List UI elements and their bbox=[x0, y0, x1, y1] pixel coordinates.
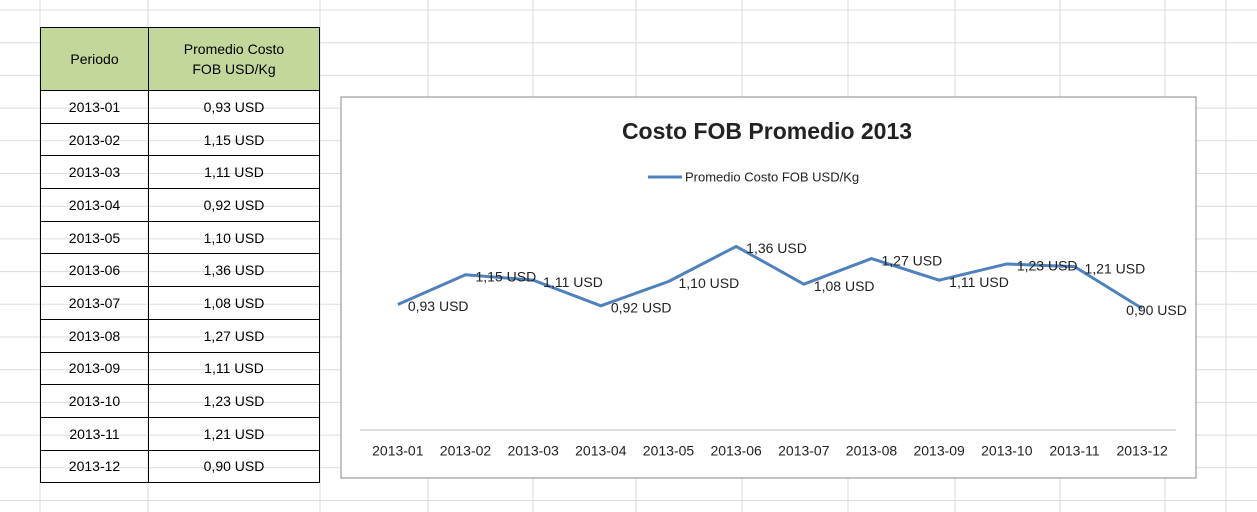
table-cell: 1,15 USD bbox=[148, 122, 320, 157]
data-label: 1,15 USD bbox=[476, 268, 537, 284]
x-tick-label: 2013-06 bbox=[710, 443, 762, 459]
data-line bbox=[397, 244, 1143, 310]
data-label: 1,08 USD bbox=[814, 278, 875, 294]
data-label: 0,93 USD bbox=[408, 298, 469, 314]
x-tick-label: 2013-12 bbox=[1116, 443, 1168, 459]
x-tick-label: 2013-08 bbox=[846, 443, 898, 459]
table-cell: 2013-05 bbox=[40, 220, 149, 255]
table-cell: 1,36 USD bbox=[148, 253, 320, 288]
data-label: 1,36 USD bbox=[746, 240, 807, 256]
data-table: Periodo Promedio Costo FOB USD/Kg 2013-0… bbox=[40, 27, 320, 484]
x-tick-label: 2013-11 bbox=[1049, 443, 1100, 459]
x-tick-label: 2013-03 bbox=[507, 443, 559, 459]
data-label: 0,92 USD bbox=[611, 300, 672, 316]
table-cell: 2013-07 bbox=[40, 286, 149, 320]
x-tick-label: 2013-04 bbox=[575, 443, 627, 459]
table-cell: 2013-12 bbox=[40, 449, 149, 484]
header-cell: Periodo bbox=[40, 27, 149, 91]
x-tick-label: 2013-02 bbox=[440, 443, 492, 459]
header-cell: Promedio Costo FOB USD/Kg bbox=[148, 27, 320, 91]
table-cell: 2013-09 bbox=[40, 351, 149, 386]
legend-label: Promedio Costo FOB USD/Kg bbox=[685, 169, 859, 184]
table-cell: 1,11 USD bbox=[148, 155, 320, 190]
table-cell: 2013-01 bbox=[40, 90, 149, 124]
table-cell: 0,92 USD bbox=[148, 188, 320, 222]
table-cell: 1,11 USD bbox=[148, 351, 320, 386]
data-label: 1,27 USD bbox=[882, 252, 943, 268]
x-tick-label: 2013-07 bbox=[778, 443, 830, 459]
chart-title: Costo FOB Promedio 2013 bbox=[622, 118, 912, 144]
table-cell: 1,10 USD bbox=[148, 220, 320, 255]
data-label: 1,23 USD bbox=[1017, 258, 1078, 274]
data-label: 1,11 USD bbox=[949, 274, 1009, 290]
x-tick-label: 2013-09 bbox=[913, 443, 965, 459]
chart-frame bbox=[340, 96, 1197, 479]
table-cell: 0,93 USD bbox=[148, 90, 320, 124]
data-label: 1,11 USD bbox=[543, 274, 603, 290]
data-label: 1,10 USD bbox=[679, 275, 740, 291]
data-label: 0,90 USD bbox=[1126, 302, 1187, 318]
table-cell: 1,08 USD bbox=[148, 286, 320, 320]
data-label: 1,21 USD bbox=[1085, 260, 1146, 276]
table-cell: 2013-10 bbox=[40, 384, 149, 418]
table-cell: 1,21 USD bbox=[148, 416, 320, 451]
x-tick-label: 2013-01 bbox=[372, 443, 424, 459]
x-tick-label: 2013-05 bbox=[643, 443, 695, 459]
x-tick-label: 2013-10 bbox=[981, 443, 1033, 459]
table-cell: 0,90 USD bbox=[148, 449, 320, 484]
